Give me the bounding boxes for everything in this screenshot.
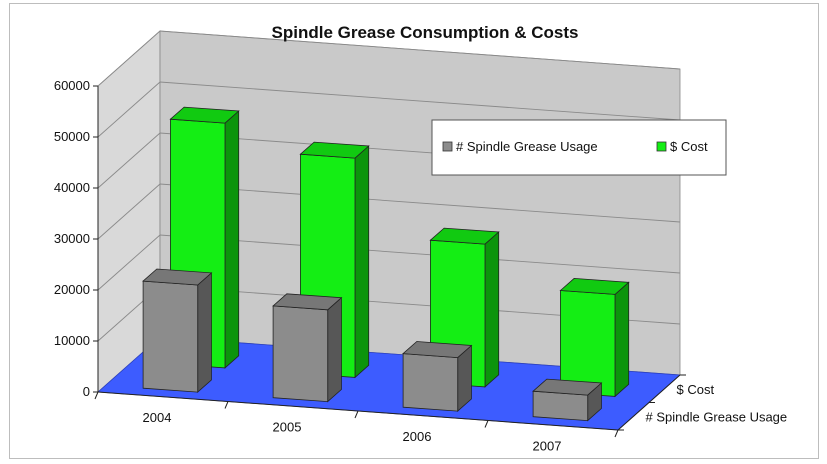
- bar-usage-top: [272, 293, 343, 311]
- legend-swatch-cost: [656, 141, 667, 152]
- x-tick-mark: [94, 391, 99, 400]
- x-tick-label: 2005: [273, 419, 302, 434]
- y-axis-ticks: 0 10000 20000 30000 40000 50000 60000: [54, 78, 98, 399]
- bar-cost-side: [354, 145, 370, 379]
- bar-usage-front: [272, 305, 329, 403]
- bars: [142, 106, 630, 422]
- depth-tick-label: $ Cost: [677, 382, 715, 397]
- y-tick-label: 10000: [54, 333, 90, 348]
- gridline: [97, 183, 681, 240]
- gridline: [97, 30, 681, 87]
- x-tick-mark: [614, 429, 619, 438]
- y-tick-label: 30000: [54, 231, 90, 246]
- bar-usage: [142, 268, 213, 393]
- legend-swatch-usage: [442, 141, 453, 152]
- bar-usage: [402, 341, 473, 412]
- bar-usage-top: [142, 268, 213, 286]
- x-tick-label: 2007: [533, 438, 562, 453]
- bar-cost-top: [169, 106, 240, 124]
- bar-cost-top: [429, 227, 500, 245]
- x-tick-mark: [354, 410, 359, 419]
- bar-usage-side: [197, 272, 212, 393]
- legend-label-usage: # Spindle Grease Usage: [456, 139, 598, 154]
- bar-usage: [532, 378, 603, 422]
- gridline: [97, 234, 681, 291]
- x-tick-mark: [484, 420, 489, 428]
- bar-usage: [272, 293, 343, 403]
- legend-label-cost: $ Cost: [670, 139, 708, 154]
- bar-cost-top: [299, 141, 370, 159]
- legend-box: [431, 119, 727, 176]
- chart-title: Spindle Grease Consumption & Costs: [272, 23, 579, 42]
- bar-cost: [559, 277, 630, 398]
- bar-usage-side: [327, 296, 342, 403]
- y-tick-label: 60000: [54, 78, 90, 93]
- bar-cost-side: [484, 231, 500, 388]
- bar-usage-top: [532, 378, 603, 396]
- gridlines: [97, 30, 681, 342]
- bar-cost-side: [224, 110, 240, 369]
- bar-usage-front: [532, 390, 589, 422]
- x-axis-line: [97, 391, 619, 431]
- bar-usage-front: [142, 280, 199, 393]
- x-axis-ticks: 2004 2005 2006 2007: [94, 391, 619, 453]
- x-tick-label: 2006: [403, 429, 432, 444]
- bar-cost-side: [614, 281, 630, 398]
- depth-tick-label: # Spindle Grease Usage: [646, 409, 788, 424]
- depth-axis-ticks: $ Cost # Spindle Grease Usage: [617, 374, 788, 431]
- gridline: [97, 81, 681, 138]
- y-tick-label: 20000: [54, 282, 90, 297]
- x-tick-mark: [224, 401, 229, 409]
- bar-usage-front: [402, 353, 459, 412]
- y-tick-label: 40000: [54, 180, 90, 195]
- y-tick-label: 50000: [54, 129, 90, 144]
- y-tick-label: 0: [83, 384, 90, 399]
- bar-usage-top: [402, 341, 473, 359]
- x-tick-label: 2004: [143, 410, 172, 425]
- legend: # Spindle Grease Usage $ Cost: [431, 119, 727, 176]
- bar-cost-top: [559, 277, 630, 295]
